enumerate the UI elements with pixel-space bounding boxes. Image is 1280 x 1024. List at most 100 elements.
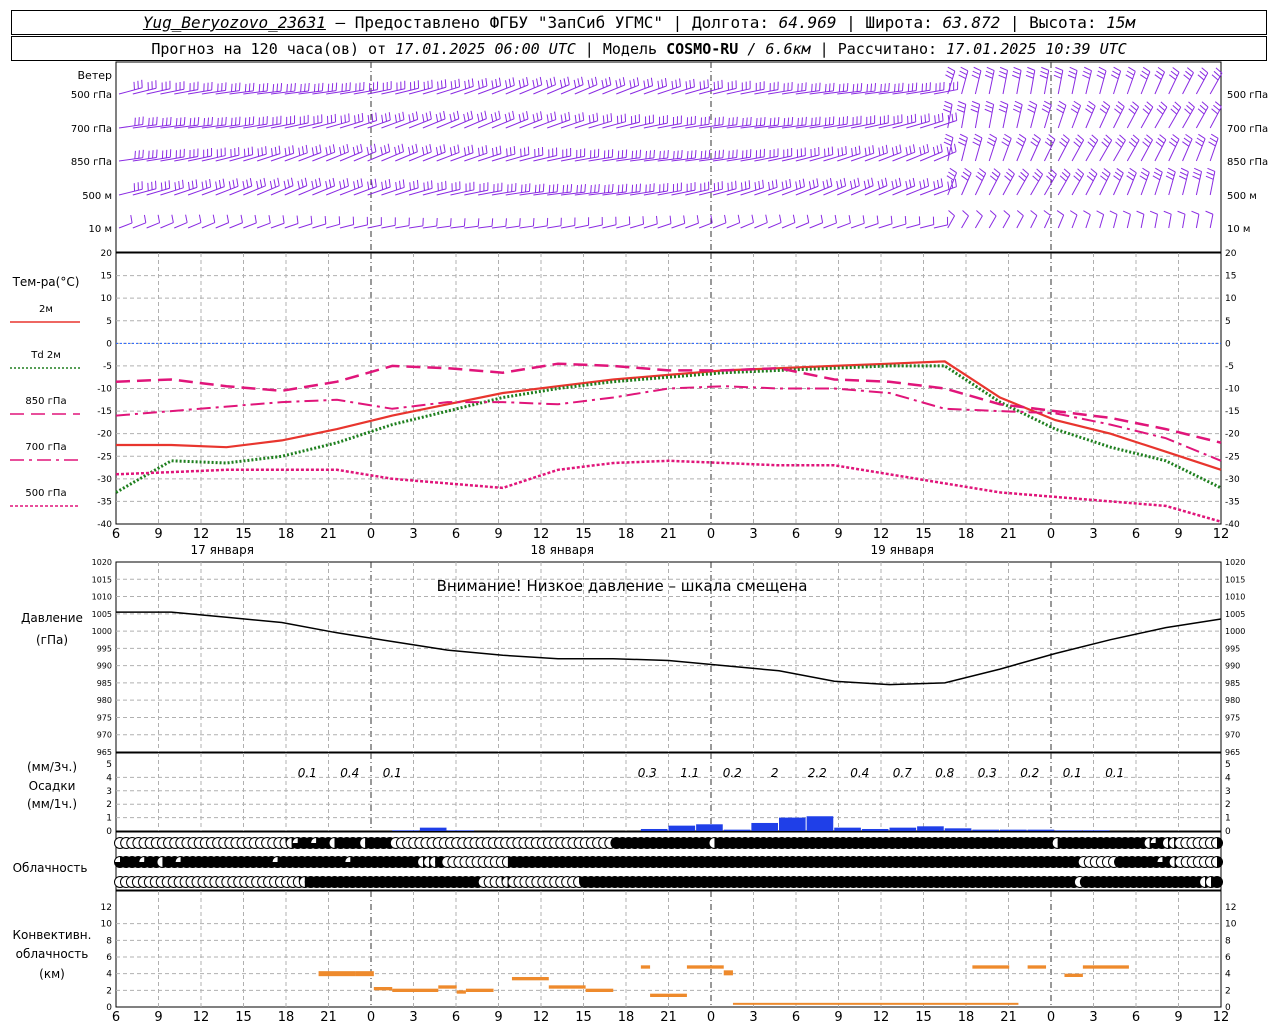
wind-barb-flag: [1192, 175, 1201, 180]
wind-barb-flag: [975, 175, 983, 181]
wind-barb-flag: [234, 83, 237, 92]
wind-barb-flag: [374, 178, 377, 187]
precip-axis-tick-right: 0: [1225, 827, 1231, 837]
wind-barb-flag: [548, 184, 551, 193]
precip-bar: [640, 828, 668, 831]
wind-barb-flag: [1156, 108, 1164, 115]
wind-barb-flag: [346, 178, 349, 187]
wind-barb-flag: [457, 144, 460, 153]
wind-barb-flag: [1004, 133, 1012, 139]
precip-axis-tick-right: 1: [1225, 814, 1231, 824]
wind-barb-flag: [1186, 104, 1193, 112]
wind-barb-flag: [645, 150, 648, 159]
wind-barb-flag: [792, 214, 796, 223]
wind-barb: [284, 185, 308, 196]
wind-barb-flag: [244, 83, 247, 92]
wind-barb-flag: [287, 179, 290, 188]
wind-barb-flag: [649, 150, 652, 159]
wind-barb-flag: [429, 111, 432, 120]
wind-barb-flag: [1088, 171, 1096, 178]
temp-axis-tick-right: -5: [1225, 362, 1234, 372]
wind-barb-flag: [254, 214, 257, 223]
precip-total: 0.2: [1020, 766, 1039, 780]
cloud-fill-partial: [1217, 837, 1223, 849]
time-tick-bottom: 9: [834, 1010, 842, 1024]
time-tick-bottom: 0: [367, 1010, 375, 1024]
wind-barb-flag: [686, 151, 689, 160]
wind-barb-flag: [1195, 141, 1203, 147]
temp-axis-tick-right: -15: [1225, 407, 1240, 417]
wind-barb-flag: [477, 218, 480, 227]
wind-barb-flag: [495, 146, 498, 155]
wind-barb-flag: [856, 83, 859, 92]
wind-barb-flag: [415, 143, 418, 152]
wind-barb-flag: [846, 82, 849, 92]
wind-barb-flag: [884, 177, 888, 186]
wind-barb: [1002, 215, 1011, 229]
wind-barb-flag: [340, 115, 343, 124]
wind-barb-flag: [685, 81, 688, 90]
wind-barb: [740, 187, 764, 196]
precip-total: 0.4: [850, 766, 869, 780]
wind-barb-flag: [941, 112, 944, 121]
wind-barb-flag: [625, 183, 628, 192]
wind-barb: [201, 155, 226, 162]
wind-barb-flag: [1115, 104, 1123, 111]
wind-barb-flag: [986, 141, 995, 147]
lon-value: 64.969: [778, 13, 837, 32]
wind-barb-flag: [602, 115, 605, 124]
wind-barb-flag: [394, 114, 397, 123]
conv-bar: [732, 1002, 1019, 1005]
wind-barb-flag: [1201, 101, 1209, 108]
temp-axis-tick-right: 5: [1225, 317, 1231, 327]
wind-barb-flag: [1017, 137, 1025, 143]
wind-barb-flag: [286, 84, 288, 93]
wind-barb-flag: [958, 137, 967, 143]
wind-barb-flag: [945, 74, 953, 80]
wind-barb-flag: [601, 79, 604, 88]
wind-barb-flag: [1213, 70, 1221, 77]
conv-bar: [511, 977, 549, 981]
precip-total: 0.3: [978, 766, 997, 780]
wind-barb-flag: [888, 82, 890, 92]
wind-barb-flag: [251, 146, 254, 155]
wind-barb-flag: [1168, 141, 1176, 147]
wind-barb-flag: [1088, 100, 1096, 107]
wind-barb-flag: [1126, 175, 1134, 181]
wind-barb: [312, 223, 326, 229]
wind-barb-flag: [280, 83, 283, 92]
time-tick-mid: 9: [834, 527, 842, 542]
wind-barb-flag: [659, 151, 661, 160]
temp-axis-tick-right: -25: [1225, 452, 1240, 462]
wind-barb-flag: [439, 145, 442, 154]
pressure-axis-tick-left: 990: [97, 662, 112, 671]
model-label: Модель: [602, 40, 658, 58]
wind-barb-flag: [1213, 104, 1220, 111]
conv-bar: [640, 965, 651, 969]
wind-barb-flag: [944, 137, 953, 142]
precip-bar: [392, 830, 419, 831]
wind-barb-flag: [999, 66, 1008, 71]
wind-barb-flag: [1069, 210, 1078, 216]
wind-barb-flag: [301, 179, 304, 188]
model-resolution: / 6.6км: [747, 40, 811, 58]
time-tick-bottom: 21: [660, 1010, 677, 1024]
wind-barb-flag: [1077, 168, 1084, 175]
time-tick-mid: 6: [792, 527, 800, 542]
wind-barb-flag: [1201, 67, 1209, 74]
wind-barb-flag: [986, 100, 994, 105]
wind-barb: [878, 223, 893, 229]
time-tick-bottom: 9: [494, 1010, 502, 1024]
wind-barb-flag: [815, 83, 817, 92]
wind-barb-flag: [468, 79, 470, 88]
time-tick-mid: 15: [235, 527, 252, 542]
pressure-axis-tick-left: 1015: [92, 575, 112, 584]
wind-barb-flag: [311, 147, 315, 156]
wind-barb-flag: [860, 83, 863, 92]
temp-axis-tick-left: -30: [97, 475, 112, 485]
conv-axis-tick-left: 10: [101, 920, 113, 930]
wind-barb-flag: [901, 82, 904, 91]
wind-barb-flag: [948, 210, 955, 217]
wind-barb: [505, 225, 520, 229]
wind-barb-flag: [491, 80, 494, 89]
